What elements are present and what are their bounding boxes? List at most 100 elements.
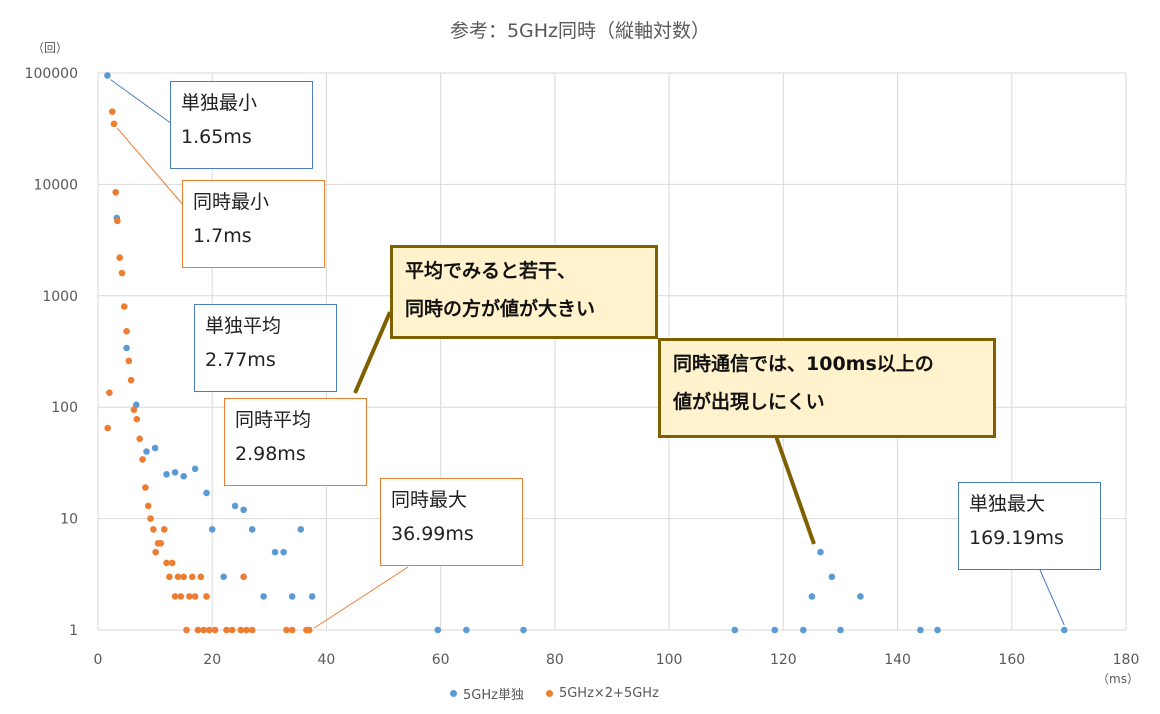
data-point-combined: [104, 424, 112, 432]
x-tick-label: 180: [1113, 652, 1140, 668]
data-point-single: [434, 626, 442, 634]
legend-marker-icon: [450, 690, 457, 697]
data-point-combined: [130, 406, 138, 413]
data-point-combined: [206, 626, 213, 634]
annotation-value: 2.77ms: [205, 349, 276, 371]
data-point-combined: [136, 435, 143, 443]
data-point-combined: [125, 357, 133, 365]
data-point-combined: [120, 303, 128, 310]
data-point-single: [288, 593, 296, 600]
data-point-single: [280, 548, 287, 556]
data-point-single: [271, 548, 279, 556]
data-point-single: [203, 489, 210, 497]
data-point-single: [240, 506, 247, 514]
data-point-combined: [180, 573, 187, 581]
data-point-combined: [163, 559, 170, 567]
data-point-single: [191, 465, 199, 473]
y-tick-label: 1: [69, 623, 78, 639]
annotation-value: 1.7ms: [193, 225, 252, 247]
data-point-combined: [108, 108, 116, 115]
legend-label: 5GHz×2+5GHz: [558, 686, 659, 701]
leader-line: [110, 79, 173, 125]
annotation-label: 同時平均: [235, 409, 312, 431]
annotation-label: 単独最小: [181, 92, 258, 114]
x-tick-label: 160: [998, 652, 1025, 668]
data-point-combined: [118, 269, 126, 277]
annotation-both-min: 同時最小 1.7ms: [182, 180, 325, 268]
data-point-single: [808, 593, 816, 600]
leader-line: [353, 311, 392, 394]
data-point-combined: [133, 415, 141, 423]
x-tick-label: 0: [94, 652, 103, 668]
data-point-combined: [305, 626, 313, 634]
data-point-combined: [188, 573, 196, 581]
data-point-combined: [191, 593, 199, 600]
data-point-single: [917, 626, 924, 634]
data-point-single: [208, 526, 216, 533]
x-tick-label: 40: [318, 652, 336, 668]
x-tick-label: 60: [432, 652, 450, 668]
data-point-single: [837, 626, 844, 634]
data-point-combined: [177, 593, 185, 600]
data-point-combined: [223, 626, 230, 634]
data-point-single: [260, 593, 267, 600]
data-point-single: [151, 444, 159, 452]
data-point-single: [163, 470, 170, 478]
annotation-value: 36.99ms: [391, 523, 474, 545]
data-point-combined: [183, 626, 190, 634]
data-point-single: [731, 626, 739, 634]
data-point-combined: [228, 626, 236, 634]
y-tick-label: 1000: [42, 289, 78, 305]
data-point-combined: [243, 626, 250, 634]
annotation-value: 2.98ms: [235, 443, 306, 465]
callout-line: 同時の方が値が大きい: [405, 298, 596, 320]
annotation-both-max: 同時最大 36.99ms: [380, 478, 523, 566]
x-tick-label: 80: [546, 652, 564, 668]
annotation-leaders: [110, 79, 1065, 629]
data-point-combined: [237, 626, 245, 634]
data-point-combined: [200, 626, 207, 634]
data-point-combined: [174, 573, 182, 581]
data-point-combined: [288, 626, 296, 634]
data-point-combined: [171, 593, 179, 600]
annotation-single-avg: 単独平均 2.77ms: [194, 304, 337, 392]
data-point-combined: [152, 548, 159, 556]
callout-line: 平均でみると若干、: [405, 260, 577, 282]
data-point-single: [520, 626, 527, 634]
x-tick-label: 100: [656, 652, 683, 668]
data-point-single: [180, 472, 187, 480]
y-axis-unit-label: （回）: [32, 41, 68, 55]
data-point-single: [1060, 626, 1068, 634]
data-point-single: [143, 448, 150, 455]
data-point-combined: [114, 217, 121, 225]
data-point-single: [771, 626, 779, 634]
data-point-single: [231, 502, 239, 510]
data-point-combined: [186, 593, 193, 600]
legend-item-single: 5GHz単独: [450, 684, 524, 703]
data-point-combined: [116, 254, 124, 261]
x-tick-label: 120: [770, 652, 797, 668]
data-point-combined: [160, 526, 168, 533]
legend-label: 5GHz単独: [463, 688, 524, 703]
data-point-single: [308, 593, 316, 600]
y-tick-label: 100: [51, 400, 78, 416]
axes: 参考：5GHz同時（縦軸対数） 1 10 100 1000 10000 100000 0 20 4…: [25, 20, 1140, 686]
data-point-combined: [106, 389, 113, 396]
annotation-label: 単独最大: [969, 493, 1046, 515]
data-point-combined: [197, 573, 205, 581]
leader-line: [313, 566, 409, 629]
data-point-combined: [194, 626, 202, 634]
annotation-single-min: 単独最小 1.65ms: [170, 81, 313, 169]
data-point-combined: [147, 515, 154, 522]
data-point-single: [104, 72, 111, 79]
legend: 5GHz単独 5GHz×2+5GHz: [450, 684, 659, 703]
annotation-label: 同時最大: [391, 489, 468, 511]
annotation-both-avg: 同時平均 2.98ms: [224, 398, 367, 486]
x-tick-label: 20: [203, 652, 221, 668]
callout-average-note: 平均でみると若干、 同時の方が値が大きい: [390, 245, 658, 339]
data-point-single: [171, 469, 179, 476]
data-point-combined: [144, 502, 152, 510]
data-point-single: [248, 526, 256, 533]
data-point-combined: [283, 626, 290, 634]
y-tick-label: 100000: [25, 66, 78, 82]
